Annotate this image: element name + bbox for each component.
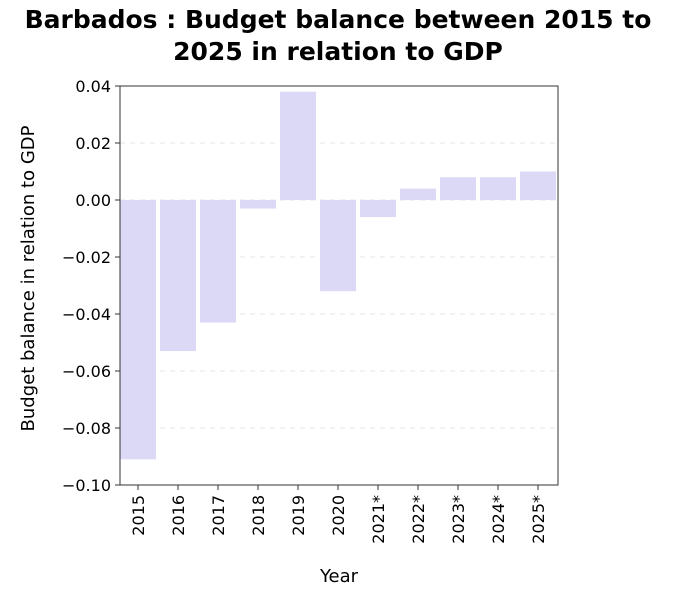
bar-2018 [240, 200, 276, 209]
plot-frame [119, 85, 559, 486]
y-tick-label: −0.10 [62, 476, 111, 495]
x-tick-label: 2015 [129, 495, 148, 536]
x-tick-label: 2020 [329, 495, 348, 536]
bar-2019 [280, 91, 316, 200]
x-axis-title: Year [319, 566, 359, 587]
bar-2020 [320, 200, 356, 292]
y-tick-label: −0.08 [62, 419, 111, 438]
y-axis: 0.04 0.02 0.00 −0.02 −0.04 −0.06 −0.08 −0.10 [62, 77, 120, 495]
bars [120, 91, 556, 460]
y-tick-label: 0.04 [75, 77, 111, 96]
x-tick-label: 2018 [249, 495, 268, 536]
y-tick-label: 0.02 [75, 134, 111, 153]
x-tick-label: 2021* [369, 495, 388, 544]
y-tick-label: −0.04 [62, 305, 111, 324]
chart-title-line-1: Barbados : Budget balance between 2015 t… [24, 5, 652, 34]
x-tick-label: 2025* [529, 495, 548, 544]
bar-2015 [120, 200, 156, 460]
bar-2017 [200, 200, 236, 323]
bar-2022-projected [400, 188, 436, 200]
x-tick-label: 2023* [449, 495, 468, 544]
y-axis-title: Budget balance in relation to GDP [18, 125, 39, 431]
x-tick-label: 2016 [169, 495, 188, 536]
x-axis: 2015 2016 2017 2018 2019 2020 2021* 2022* 2023* 2… [129, 485, 548, 544]
bar-2021-projected [360, 200, 396, 218]
y-tick-label: −0.06 [62, 362, 111, 381]
chart-title-line-2: 2025 in relation to GDP [173, 37, 503, 66]
y-tick-label: 0.00 [75, 191, 111, 210]
bar-2023-projected [440, 177, 476, 200]
y-tick-label: −0.02 [62, 248, 111, 267]
x-tick-label: 2019 [289, 495, 308, 536]
chart-title: Barbados : Budget balance between 2015 t… [0, 4, 676, 68]
x-tick-label: 2022* [409, 495, 428, 544]
x-tick-label: 2024* [489, 495, 508, 544]
bar-2016 [160, 200, 196, 352]
bar-2024-projected [480, 177, 516, 200]
x-tick-label: 2017 [209, 495, 228, 536]
bar-2025-projected [520, 171, 556, 200]
